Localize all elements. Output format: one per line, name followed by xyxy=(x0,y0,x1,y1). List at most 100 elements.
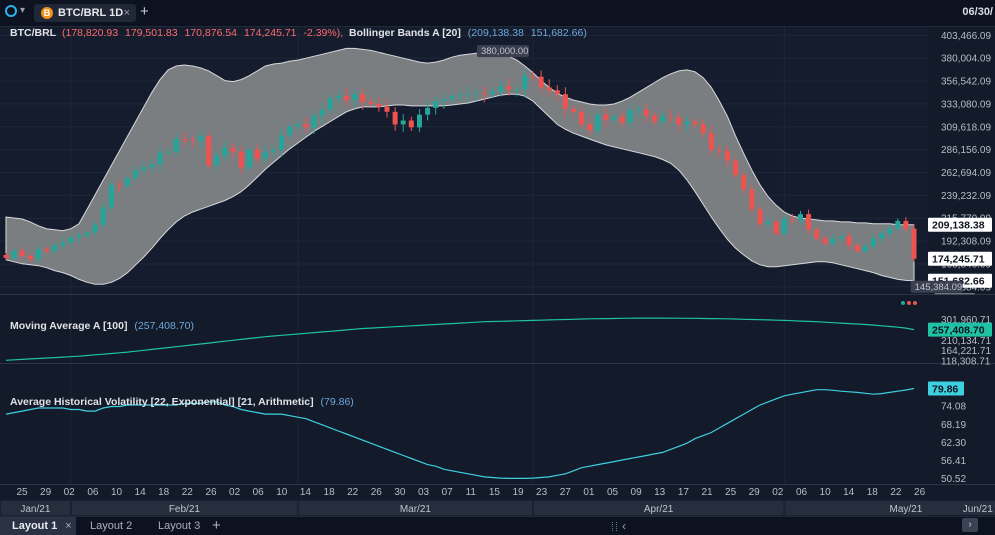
candle xyxy=(27,256,33,259)
header-bb-upper: (209,138.38 xyxy=(468,27,524,39)
candle xyxy=(652,115,658,122)
layout-tab-3[interactable]: Layout 3 xyxy=(148,517,210,535)
x-day-label: 14 xyxy=(135,487,147,498)
candle xyxy=(481,93,487,95)
candle xyxy=(838,236,844,239)
candle xyxy=(60,242,66,246)
layout-tab-1[interactable]: Layout 1 × xyxy=(0,517,76,535)
x-month-label: Jan/21 xyxy=(20,504,50,515)
current-date: 06/30/ xyxy=(962,6,993,18)
candle xyxy=(319,109,325,116)
low-annotation-box xyxy=(910,280,963,293)
chevron-down-icon[interactable]: ▾ xyxy=(20,5,26,16)
volatility-line xyxy=(5,387,915,479)
bollinger-band xyxy=(5,47,915,285)
hv-title: Average Historical Volatility [22, Expon… xyxy=(10,396,314,408)
chart-area[interactable]: BTC/BRL (178,820.93 179,501.83 170,876.5… xyxy=(0,27,995,516)
x-month-label: May/21 xyxy=(890,504,923,515)
header-bb-lower: 151,682.66) xyxy=(531,27,587,39)
candle xyxy=(295,124,301,127)
layout-tab-label: Layout 1 xyxy=(12,520,58,532)
candle xyxy=(35,249,41,259)
candle xyxy=(68,237,74,243)
scroll-left-icon[interactable]: ‹ xyxy=(622,519,626,533)
candle xyxy=(644,109,649,116)
y-tick-label: 239,232.09 xyxy=(941,191,991,202)
symbol-tab-label: BTC/BRL 1D xyxy=(58,7,124,19)
candle xyxy=(506,86,512,90)
candle xyxy=(141,167,147,171)
candle xyxy=(327,98,333,110)
candle xyxy=(887,228,893,234)
x-day-label: 09 xyxy=(631,487,643,498)
candle xyxy=(846,236,852,246)
candle xyxy=(789,219,795,220)
candle xyxy=(108,184,114,208)
candle xyxy=(660,116,666,122)
add-layout-button[interactable]: + xyxy=(212,517,221,534)
y-tick-label: 210,134.71 xyxy=(941,336,991,347)
candle xyxy=(862,246,868,252)
x-day-label: 22 xyxy=(347,487,359,498)
candle xyxy=(741,175,747,190)
top-toolbar: ▾ B BTC/BRL 1D × + 06/30/ xyxy=(0,0,995,27)
candle xyxy=(611,116,617,120)
candle xyxy=(181,139,187,141)
candle xyxy=(830,238,836,244)
candle xyxy=(11,251,17,258)
candle xyxy=(627,109,633,123)
candle xyxy=(773,221,779,234)
y-tick-label: 62.30 xyxy=(941,438,966,449)
candle xyxy=(238,151,244,168)
x-day-label: 02 xyxy=(772,487,784,498)
candle xyxy=(806,214,812,230)
high-annotation-box xyxy=(476,45,529,58)
candle xyxy=(716,149,722,151)
candle xyxy=(400,120,406,125)
signal-dot xyxy=(901,301,905,305)
x-day-label: 03 xyxy=(418,487,430,498)
candle xyxy=(303,124,309,128)
x-day-label: 23 xyxy=(536,487,548,498)
candle xyxy=(384,106,390,112)
symbol-tab[interactable]: B BTC/BRL 1D × xyxy=(34,4,136,22)
ma-pane xyxy=(0,295,928,363)
price-label: 209,138.38 xyxy=(932,220,985,232)
candle xyxy=(206,136,212,166)
candle xyxy=(700,124,706,134)
candle xyxy=(725,150,730,161)
x-month-label: Feb/21 xyxy=(169,504,201,515)
candle xyxy=(911,228,917,259)
scroll-right-button[interactable]: › xyxy=(962,518,978,532)
x-day-label: 02 xyxy=(229,487,241,498)
add-tab-button[interactable]: + xyxy=(140,3,149,20)
y-tick-label: 403,466.09 xyxy=(941,31,991,42)
candle xyxy=(676,117,682,125)
x-axis: 25 29 02 06 10 14 18 22 26 02 06 10 14 18 22 26 30 03 07 11… xyxy=(0,487,995,516)
candle xyxy=(344,96,349,101)
clock-icon[interactable] xyxy=(5,5,17,17)
close-tab-icon[interactable]: × xyxy=(123,7,130,19)
layout-tab-2[interactable]: Layout 2 xyxy=(80,517,144,535)
y-tick-label: 301,960.71 xyxy=(941,315,991,326)
candles-group xyxy=(3,68,917,263)
x-day-label: 06 xyxy=(796,487,808,498)
candle xyxy=(352,94,358,100)
month-cell xyxy=(298,501,532,515)
candle xyxy=(271,149,276,152)
x-day-label: 22 xyxy=(890,487,902,498)
candle xyxy=(473,93,479,95)
close-layout-icon[interactable]: × xyxy=(65,520,72,532)
resize-handle[interactable] xyxy=(612,522,617,531)
candle xyxy=(76,235,82,238)
candle xyxy=(579,111,585,125)
candle xyxy=(165,151,171,153)
y-tick-label: 118,308.71 xyxy=(941,357,991,368)
candle xyxy=(117,184,122,186)
candle xyxy=(133,170,139,178)
candle xyxy=(668,116,674,118)
x-day-label: 07 xyxy=(442,487,454,498)
x-day-label: 26 xyxy=(914,487,926,498)
ma-header: Moving Average A [100] (257,408.70) xyxy=(10,320,194,332)
ma-value-label: 257,408.70 xyxy=(932,325,985,337)
